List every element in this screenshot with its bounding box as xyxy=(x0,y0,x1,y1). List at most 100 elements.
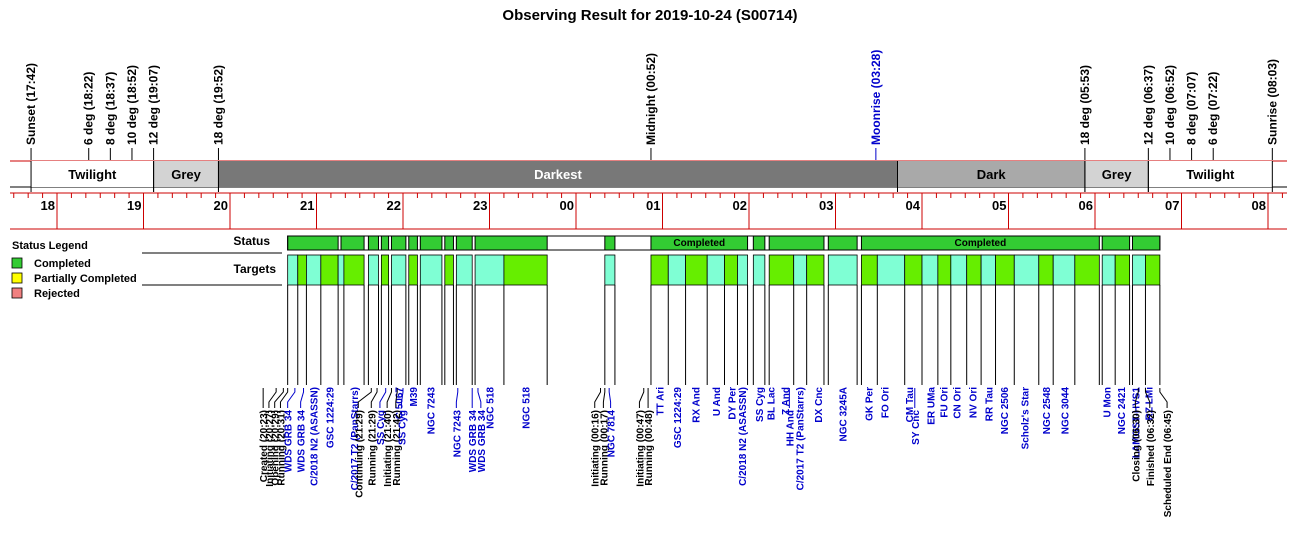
legend-label-partial: Partially Completed xyxy=(34,273,137,285)
target-segment xyxy=(806,254,825,286)
target-segment xyxy=(904,254,923,286)
target-segment xyxy=(685,254,708,286)
target-name-label: U Mon xyxy=(1103,387,1114,418)
log-leader-line xyxy=(608,388,612,408)
target-segment xyxy=(966,254,982,286)
target-segment xyxy=(367,254,379,286)
log-event-label: Running (21:29) xyxy=(367,410,378,486)
target-name-label: NGC 2548 xyxy=(1042,387,1053,435)
log-event-label: SY Cnc xyxy=(911,410,922,445)
targets-row-label: Targets xyxy=(234,262,277,276)
target-segment xyxy=(768,254,795,286)
target-name-label: NV Ori xyxy=(968,387,979,418)
log-event-label: Running (20:31) xyxy=(276,410,287,486)
event-label: 6 deg (07:22) xyxy=(1206,72,1220,145)
log-event-label: Running (00:48) xyxy=(644,410,655,486)
target-segment xyxy=(980,254,996,286)
target-name-label: GSC 1224:29 xyxy=(673,387,684,449)
target-name-label: RR Tau xyxy=(984,387,995,421)
event-label: 12 deg (19:07) xyxy=(147,65,161,145)
band-label: Grey xyxy=(171,167,201,182)
target-name-label: CM Tau xyxy=(905,387,916,422)
legend-title: Status Legend xyxy=(12,240,88,252)
target-segment xyxy=(827,254,858,286)
axis-hour-label: 02 xyxy=(733,198,747,213)
log-event-label: Continuing (21:29) xyxy=(354,410,365,498)
event-label: Sunset (17:42) xyxy=(24,63,38,145)
event-label: 8 deg (18:37) xyxy=(103,72,117,145)
band-label: Dark xyxy=(977,167,1007,182)
axis-hour-label: 06 xyxy=(1079,198,1093,213)
log-leader-line xyxy=(268,388,277,408)
target-name-label: C/2017 T2 (PanStarrs) xyxy=(795,387,806,490)
target-name-label: RX And xyxy=(692,387,703,423)
axis-hour-label: 19 xyxy=(127,198,141,213)
status-segment xyxy=(444,235,454,251)
target-segment xyxy=(455,254,473,286)
target-name-label: C/2018 N2 (ASASSN) xyxy=(310,387,321,486)
band-fill xyxy=(1148,161,1273,187)
status-segments: Completed Completed xyxy=(287,235,1161,251)
target-name-label: CN Ori xyxy=(953,387,964,419)
log-events: Created (20:23)Initiating (20:27)Opening… xyxy=(259,388,1174,517)
target-segment xyxy=(1132,254,1146,286)
target-segment xyxy=(752,254,766,286)
log-leader-line xyxy=(279,388,289,408)
target-name-label: IC 5067 xyxy=(395,387,406,422)
event-label: 12 deg (06:37) xyxy=(1141,65,1155,145)
band-fill xyxy=(897,161,1085,187)
target-segment xyxy=(1114,254,1131,286)
status-segment xyxy=(408,235,418,251)
axis-hour-label: 22 xyxy=(387,198,401,213)
twilight-bands: Twilight Grey Darkest Dark Grey Twilight xyxy=(10,160,1287,192)
log-leader-line xyxy=(401,388,404,408)
status-segment xyxy=(1101,235,1131,251)
status-segment xyxy=(1131,235,1161,251)
target-segment xyxy=(474,254,505,286)
axis-hour-label: 23 xyxy=(473,198,487,213)
target-segment xyxy=(667,254,686,286)
band-fill xyxy=(1084,161,1149,187)
event-label: 10 deg (18:52) xyxy=(125,65,139,145)
log-event-label: Closing (06:30) xyxy=(1131,410,1142,482)
legend-swatch-rejected xyxy=(11,287,23,299)
event-markers: Sunset (17:42) 6 deg (18:22) 8 deg (18:37)… xyxy=(24,50,1279,160)
log-leader-line xyxy=(1144,388,1151,408)
event-label: 6 deg (18:22) xyxy=(82,72,96,145)
log-event-label: WDS GRB 34 xyxy=(297,410,308,473)
band-label: Twilight xyxy=(1186,167,1235,182)
target-name-label: NGC 2506 xyxy=(1000,387,1011,435)
axis-hour-label: 21 xyxy=(300,198,314,213)
target-name-label: GSC 1224:29 xyxy=(325,387,336,449)
target-name-label: ER UMa xyxy=(927,387,938,425)
log-leader-line xyxy=(287,388,296,408)
log-leader-line xyxy=(386,388,392,408)
band-fill xyxy=(31,161,154,187)
status-segment xyxy=(604,235,616,251)
status-legend: Status Legend Completed Partially Comple… xyxy=(11,240,137,300)
status-segment-label: Completed xyxy=(673,238,725,249)
status-segment xyxy=(768,235,825,251)
log-event-label: Initiating (20:27) xyxy=(265,410,276,487)
status-segment xyxy=(390,235,407,251)
log-event-label: SS Cyg xyxy=(376,410,387,445)
target-name-label: NGC 518 xyxy=(522,387,533,429)
log-leader-line xyxy=(370,388,378,408)
status-segment xyxy=(380,235,390,251)
log-leader-line xyxy=(1159,388,1168,408)
target-name-label: M39 xyxy=(409,387,420,407)
log-event-label: NGC 7814 xyxy=(607,410,618,458)
band-label: Grey xyxy=(1102,167,1132,182)
band-label: Twilight xyxy=(68,167,117,182)
target-segments xyxy=(287,254,1161,385)
log-event-label: Running (21:42) xyxy=(392,410,403,486)
target-segment xyxy=(1145,254,1161,286)
axis-hour-label: 01 xyxy=(646,198,660,213)
log-event-label: Initiating (00:47) xyxy=(635,410,646,487)
target-name-label: LAMOST-HVS1 xyxy=(1131,387,1142,459)
target-segment xyxy=(793,254,808,286)
event-label: 10 deg (06:52) xyxy=(1163,65,1177,145)
band-fill xyxy=(218,161,898,187)
log-leader-line xyxy=(455,388,459,408)
